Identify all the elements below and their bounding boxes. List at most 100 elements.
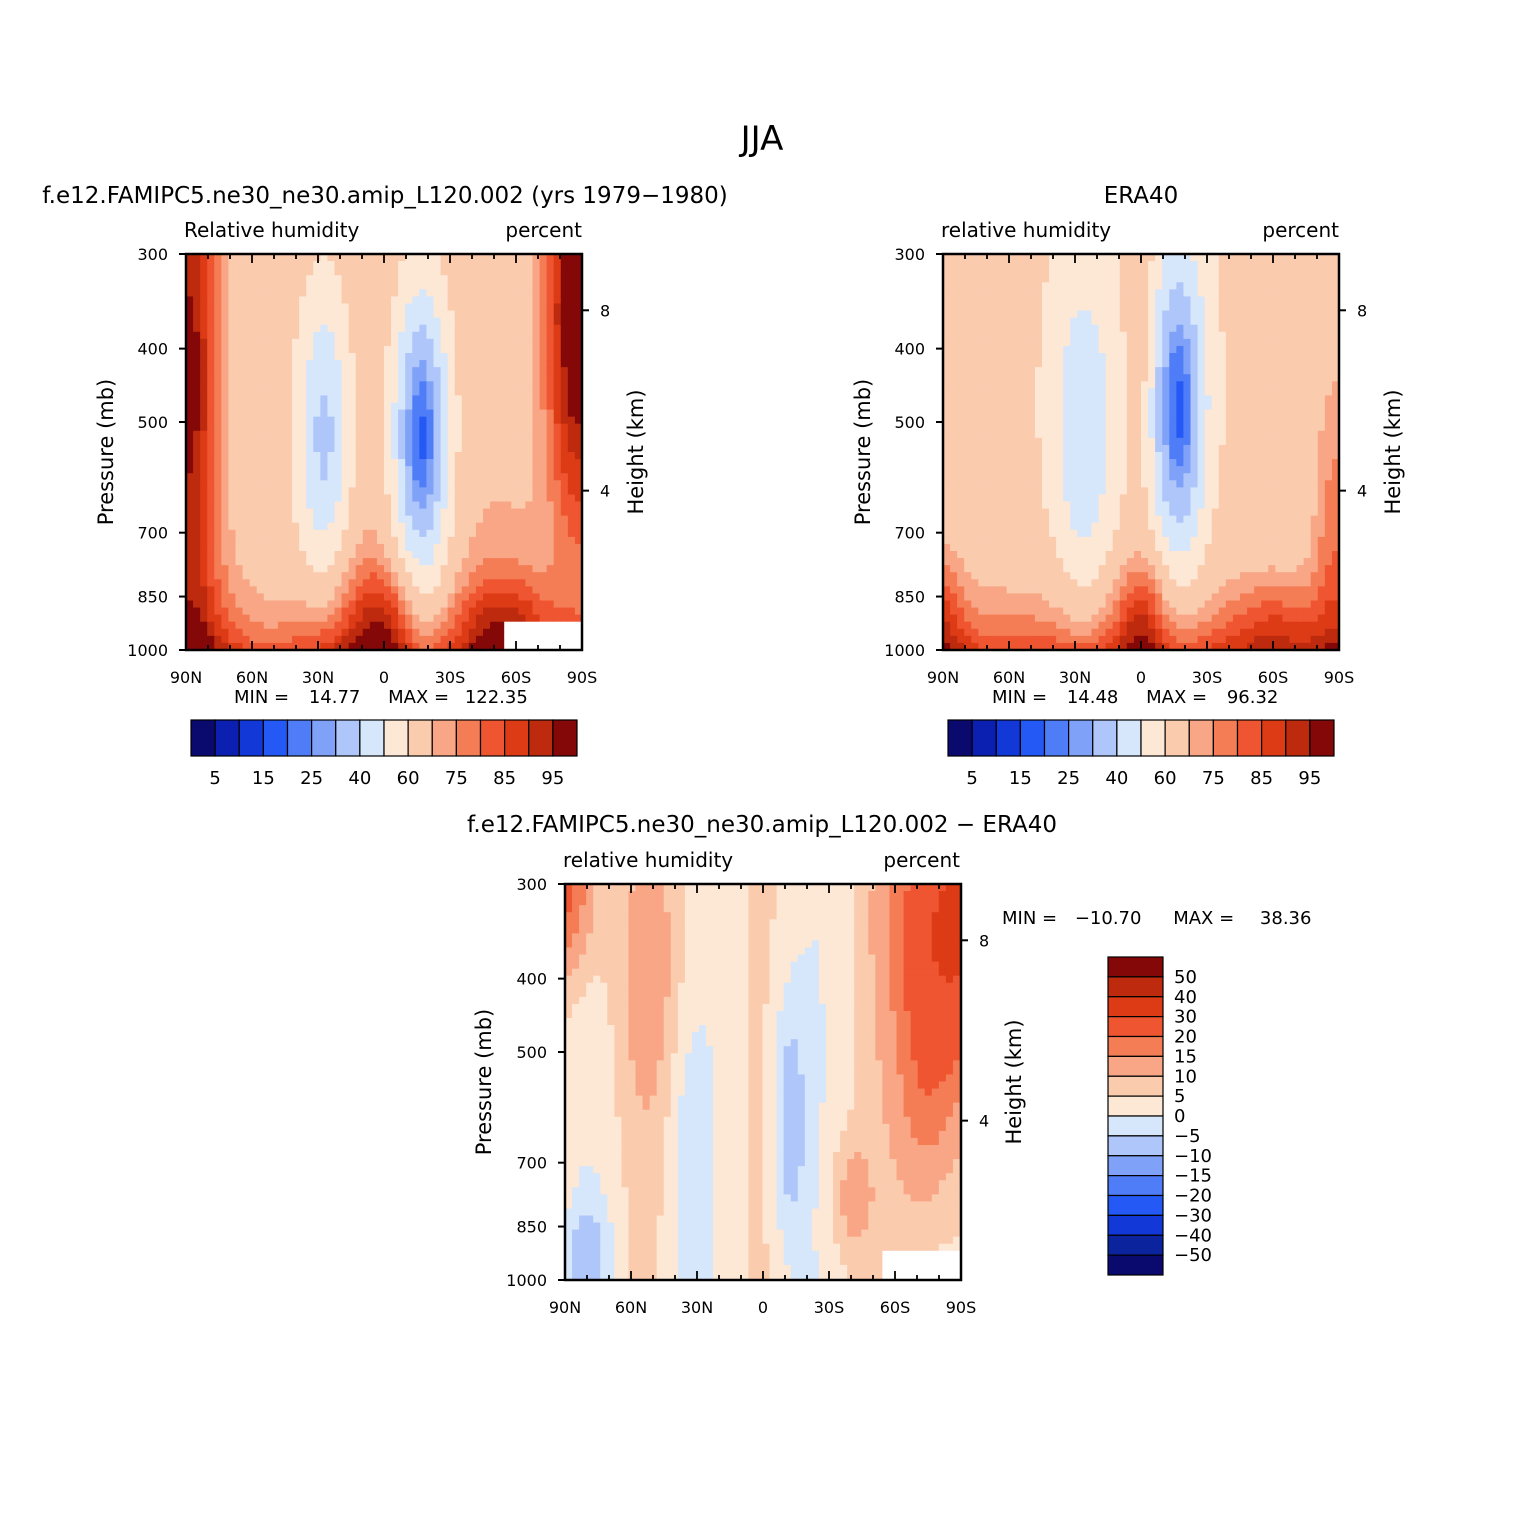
model-cell [327,466,336,474]
era40-cell [1098,289,1107,298]
era40-cell [1112,494,1121,503]
colorbar-box [407,719,433,757]
era40-cell [943,331,951,340]
model-cell [497,395,505,404]
model-cell [327,324,336,333]
era40-cell [1119,607,1128,616]
model-cell [525,338,534,347]
era40-cell [1126,579,1135,587]
model-cell [235,360,244,368]
era40-cell [1056,331,1064,340]
model-cell [405,466,413,474]
model-cell [525,416,534,425]
model-cell [200,543,208,552]
era40-cell [1105,515,1114,524]
era40-cell [1006,437,1015,446]
model-cell [426,558,435,566]
model-cell [475,282,484,290]
model-cell [475,558,484,566]
era40-cell [978,600,987,609]
model-cell [525,536,534,545]
model-cell [391,501,399,510]
era40-cell [1077,437,1086,446]
era40-cell [943,338,951,347]
model-cell [327,395,336,404]
model-cell [292,317,300,326]
model-cell [518,558,527,566]
model-cell [228,508,237,517]
model-cell [263,593,272,602]
model-cell [426,529,435,538]
model-cell [454,360,463,368]
model-cell [574,593,582,602]
model-cell [242,480,251,488]
model-cell [242,452,251,460]
model-cell [270,558,279,566]
model-cell [369,402,378,411]
model-cell [511,586,519,595]
model-cell [228,374,237,382]
model-cell [369,529,378,538]
era40-cell [985,565,994,573]
model-cell [440,529,449,538]
model-cell [348,317,357,326]
era40-cell [1084,501,1093,510]
era40-cell [1070,551,1078,559]
model-cell [313,310,321,319]
model-cell [249,296,258,305]
model-cell [461,282,470,290]
era40-cell [957,402,965,411]
model-cell [313,607,321,616]
colorbar-model: 5 15 25 40 60 75 85 95 [190,719,578,789]
era40-cell [978,388,987,397]
model-cell [539,452,548,460]
model-cell [270,331,279,340]
model-cell [518,254,527,262]
model-cell [348,642,357,650]
model-cell [518,367,527,375]
era40-cell [1141,452,1149,460]
era40-cell [1034,388,1043,397]
model-cell [532,515,541,524]
era40-cell [1119,579,1128,587]
era40-cell [999,437,1008,446]
era40-cell [978,268,987,276]
era40-cell [964,614,972,623]
era40-cell [964,303,972,312]
era40-cell [1042,261,1050,269]
model-cell [228,642,237,650]
era40-cell [1056,593,1064,602]
model-cell [348,444,357,453]
model-cell [369,635,378,644]
model-cell [412,437,420,446]
model-cell [419,508,428,517]
model-cell [221,303,230,312]
model-cell [525,459,534,467]
model-cell [433,600,442,609]
model-cell [567,558,576,566]
model-cell [193,600,201,609]
model-cell [518,268,527,276]
era40-cell [1084,395,1093,404]
model-cell [186,360,194,368]
era40-cell [1084,508,1093,517]
era40-cell [957,452,965,460]
model-cell [221,388,230,397]
model-cell [574,254,582,262]
model-cell [200,642,208,650]
model-cell [567,529,576,538]
model-cell [440,324,449,333]
era40-cell [1126,522,1135,531]
model-cell [228,536,237,545]
model-cell [440,338,449,347]
model-cell [355,572,364,580]
model-cell [306,501,314,510]
era40-cell [1034,416,1043,425]
model-cell [454,268,463,276]
era40-cell [1105,522,1114,531]
model-cell [398,317,406,326]
era40-cell [1105,551,1114,559]
model-cell [511,614,519,623]
model-cell [475,607,484,616]
model-cell [327,444,336,453]
